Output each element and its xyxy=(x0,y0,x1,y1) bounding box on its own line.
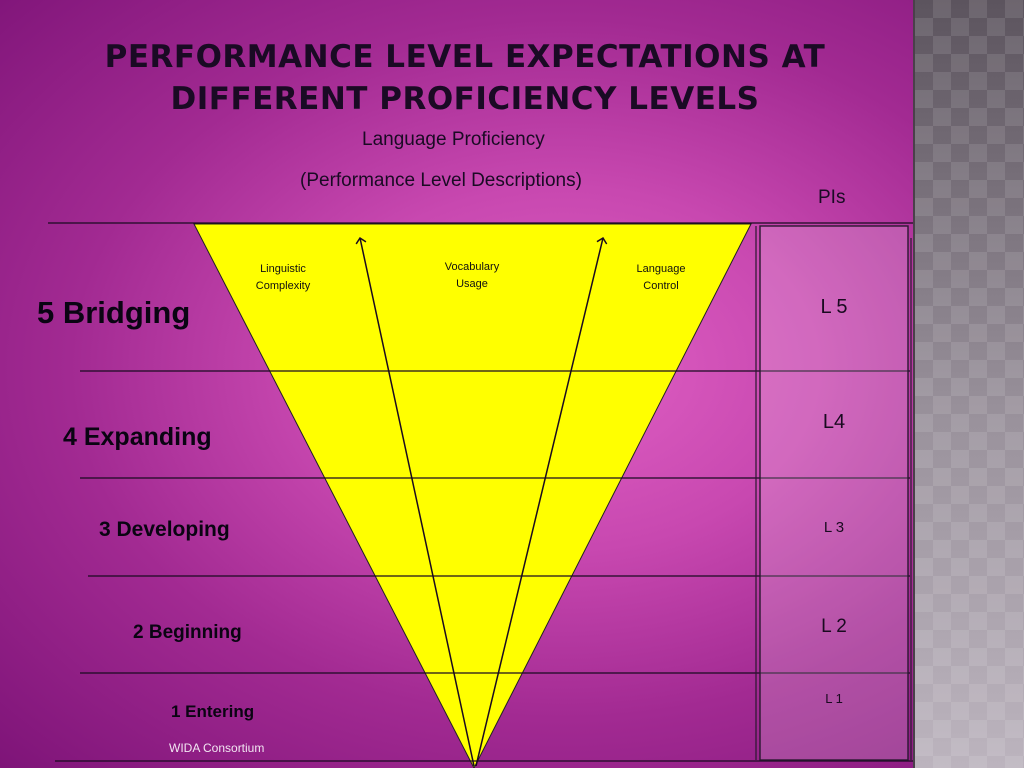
language-control-arrow xyxy=(475,236,608,767)
pi-cell-l4: L4 xyxy=(822,411,846,433)
pi-cell-l2: L 2 xyxy=(821,616,847,637)
language-control-label: Language Control xyxy=(636,263,686,292)
level-label-beginning: 2 Beginning xyxy=(133,622,242,643)
pi-cell-l3: L 3 xyxy=(823,519,845,536)
vocabulary-usage-label: Vocabulary Usage xyxy=(444,261,500,290)
level-label-developing: 3 Developing xyxy=(99,518,230,541)
linguistic-complexity-arrow xyxy=(355,236,475,767)
pi-cell-l1: L 1 xyxy=(825,691,843,706)
linguistic-complexity-label: Linguistic Complexity xyxy=(255,263,311,292)
pis-column-box xyxy=(759,225,909,761)
pi-cell-l5: L 5 xyxy=(820,296,848,318)
pis-header: PIs xyxy=(818,187,846,208)
slide: PERFORMANCE LEVEL EXPECTATIONS AT DIFFER… xyxy=(37,39,913,768)
footer-credit: WIDA Consortium xyxy=(169,741,265,755)
level-label-bridging: 5 Bridging xyxy=(37,295,191,330)
level-label-entering: 1 Entering xyxy=(171,702,255,721)
performance-level-descriptions-caption: (Performance Level Descriptions) xyxy=(300,170,582,191)
language-proficiency-caption: Language Proficiency xyxy=(362,129,545,150)
proficiency-diagram xyxy=(48,222,913,768)
slide-title: PERFORMANCE LEVEL EXPECTATIONS AT DIFFER… xyxy=(104,39,826,117)
level-label-expanding: 4 Expanding xyxy=(63,423,212,451)
decorative-sidebar xyxy=(913,0,1024,768)
proficiency-triangle xyxy=(193,223,752,768)
